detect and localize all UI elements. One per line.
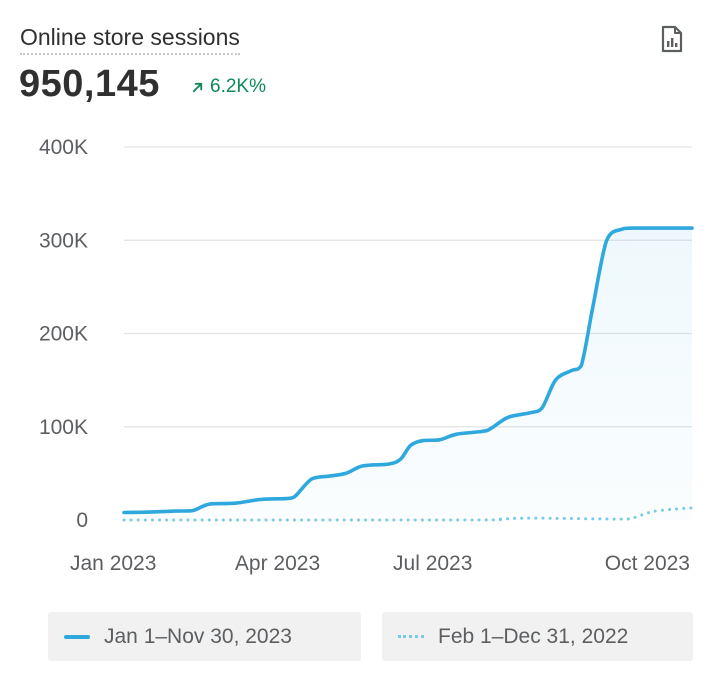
legend-label-previous: Feb 1–Dec 31, 2022 [438,624,629,648]
x-tick-label: Apr 2023 [235,552,320,575]
y-tick-label: 100K [39,416,88,439]
legend-item-current[interactable]: Jan 1–Nov 30, 2023 [48,612,361,661]
metric-title[interactable]: Online store sessions [20,24,240,56]
y-tick-label: 200K [39,323,88,346]
legend-label-current: Jan 1–Nov 30, 2023 [104,624,292,648]
series-line-current [122,226,694,515]
legend-item-previous[interactable]: Feb 1–Dec 31, 2022 [382,612,693,661]
y-axis: 0 100K 200K 300K 400K [39,136,88,532]
x-tick-label: Oct 2023 [605,552,690,575]
y-tick-label: 400K [39,136,88,159]
y-tick-label: 300K [39,229,88,252]
x-tick-label: Jul 2023 [393,552,472,575]
dotted-line-swatch-icon [398,635,424,638]
metric-value: 950,145 [19,63,160,105]
series-line-previous [122,506,694,522]
solid-line-swatch-icon [64,634,90,639]
x-axis: Jan 2023 Apr 2023 Jul 2023 Oct 2023 [70,552,690,575]
arrow-up-right-icon [192,82,203,92]
y-tick-label: 0 [76,509,88,532]
x-tick-label: Jan 2023 [70,552,156,575]
delta-value: 6.2K% [210,76,266,97]
delta-badge: 6.2K% [190,76,266,98]
report-icon [661,25,683,53]
series-layer [122,226,694,522]
series-area-current [124,228,692,520]
report-button[interactable] [656,22,688,56]
sessions-line-chart: 0 100K 200K 300K 400K Jan 2023 Apr 2023 Jul 20… [39,136,694,575]
